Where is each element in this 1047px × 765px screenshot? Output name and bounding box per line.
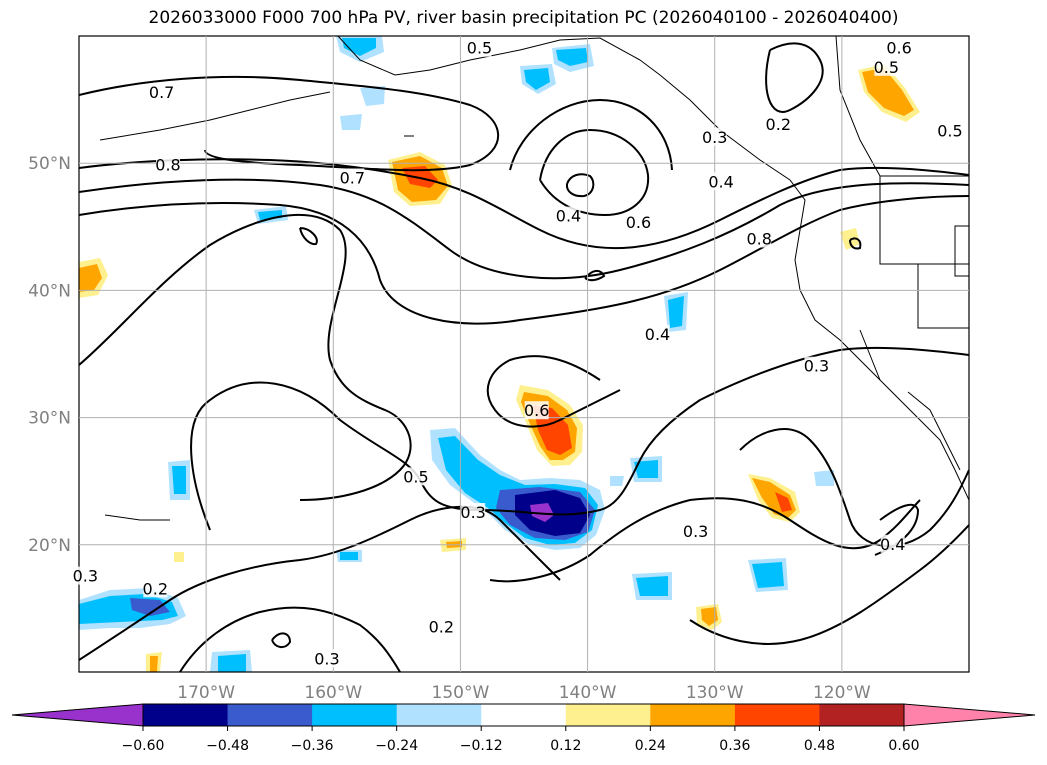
colorbar-tick-label-3: −0.24 <box>375 738 418 754</box>
contour-label-bg-4 <box>149 83 174 102</box>
chart-title: 2026033000 F000 700 hPa PV, river basin … <box>148 8 899 28</box>
colorbar-segment-1 <box>227 704 313 726</box>
contour-label-bg-0 <box>467 38 492 57</box>
contour-label-7: 0.4 <box>708 172 733 191</box>
y-tick-label-2: 40°N <box>28 281 71 301</box>
y-tick-label-1: 30°N <box>28 409 71 429</box>
contour-label-bg-10 <box>556 206 581 225</box>
contour-label-11: 0.6 <box>626 213 651 232</box>
colorbar-segment-5 <box>565 704 651 726</box>
contour-label-9: 0.7 <box>340 168 365 187</box>
contour-label-1: 0.6 <box>886 39 911 58</box>
contour-label-bg-21 <box>143 579 168 598</box>
colorbar-segment-4 <box>481 704 567 726</box>
contour-label-17: 0.3 <box>460 503 485 522</box>
contour-label-10: 0.4 <box>556 207 581 226</box>
contour-label-22: 0.2 <box>429 617 454 636</box>
contour-label-bg-14 <box>804 356 829 375</box>
contour-label-bg-16 <box>403 467 428 486</box>
colorbar-tick-label-2: −0.36 <box>291 738 334 754</box>
contour-label-bg-12 <box>747 229 772 248</box>
contour-label-13: 0.4 <box>645 325 670 344</box>
contour-label-bg-15 <box>524 401 549 420</box>
colorbar-tick-label-8: 0.48 <box>804 738 835 754</box>
contour-label-bg-9 <box>340 168 365 187</box>
contour-label-4: 0.7 <box>149 83 174 102</box>
x-tick-label-3: 140°W <box>559 683 617 703</box>
contour-label-bg-8 <box>156 155 180 174</box>
contour-label-bg-22 <box>429 617 454 636</box>
contour-label-bg-1 <box>887 38 912 57</box>
contour-label-bg-17 <box>461 503 486 521</box>
colorbar: −0.60 −0.48 −0.36 −0.24 −0.12 0.12 0.24 0.36 0.4… <box>11 703 1036 754</box>
colorbar-tick-label-0: −0.60 <box>122 738 165 754</box>
contour-label-6: 0.3 <box>702 128 727 147</box>
contour-label-15: 0.6 <box>524 401 549 420</box>
colorbar-extend-high <box>903 703 1036 727</box>
colorbar-extend-low <box>11 703 144 727</box>
contour-label-bg-2 <box>874 57 899 76</box>
contour-label-bg-11 <box>626 212 651 231</box>
map-frame <box>78 35 970 673</box>
precipitation-shading <box>79 36 920 672</box>
contour-label-3: 0.5 <box>937 121 962 140</box>
y-tick-labels: 20°N 30°N 40°N 50°N <box>28 154 71 556</box>
colorbar-segment-3 <box>396 704 482 726</box>
gridlines <box>79 36 969 672</box>
colorbar-segment-6 <box>650 704 736 726</box>
x-tick-label-1: 160°W <box>304 683 362 703</box>
y-tick-label-3: 50°N <box>28 154 71 174</box>
contour-label-bg-7 <box>709 172 734 191</box>
contour-label-21: 0.2 <box>143 579 168 598</box>
contour-label-8: 0.8 <box>155 156 180 175</box>
contour-label-bg-18 <box>683 522 708 541</box>
contour-label-14: 0.3 <box>804 357 829 376</box>
contour-label-18: 0.3 <box>683 522 708 541</box>
contour-label-16: 0.5 <box>403 467 428 486</box>
contour-label-bg-20 <box>73 566 98 585</box>
y-tick-label-0: 20°N <box>28 536 71 556</box>
x-tick-label-5: 120°W <box>813 683 871 703</box>
contour-label-bg-6 <box>702 127 727 146</box>
x-tick-label-4: 130°W <box>686 683 744 703</box>
contour-label-bg-23 <box>314 649 339 668</box>
colorbar-segment-7 <box>734 704 820 726</box>
colorbar-tick-label-4: −0.12 <box>460 738 503 754</box>
contour-label-20: 0.3 <box>73 567 98 586</box>
contour-label-bg-3 <box>937 121 962 140</box>
colorbar-tick-label-6: 0.24 <box>635 738 666 754</box>
contour-labels: 0.5 0.60.50.50.70.20.30.40.80.70.4 0.60.80… <box>73 38 963 668</box>
contour-label-0: 0.5 <box>467 39 492 58</box>
colorbar-tick-label-9: 0.60 <box>888 738 919 754</box>
x-tick-label-0: 170°W <box>177 683 235 703</box>
colorbar-segment-8 <box>819 704 905 726</box>
contour-label-2: 0.5 <box>874 58 899 77</box>
contour-label-bg-5 <box>766 115 791 134</box>
pv-contours <box>79 42 969 672</box>
contour-label-bg-19 <box>880 534 905 553</box>
colorbar-tick-label-5: 0.12 <box>550 738 581 754</box>
colorbar-segment-2 <box>312 704 398 726</box>
x-tick-label-2: 150°W <box>432 683 490 703</box>
x-tick-labels: 170°W 160°W 150°W 140°W 130°W 120°W <box>177 683 871 703</box>
contour-label-5: 0.2 <box>766 115 791 134</box>
colorbar-outline <box>142 703 905 727</box>
contour-label-19: 0.4 <box>880 535 905 554</box>
contour-label-23: 0.3 <box>314 649 339 668</box>
colorbar-tick-label-7: 0.36 <box>719 738 750 754</box>
colorbar-tick-label-1: −0.48 <box>206 738 249 754</box>
contour-label-12: 0.8 <box>746 230 771 249</box>
contour-label-bg-13 <box>645 324 670 343</box>
colorbar-segment-0 <box>143 704 229 726</box>
